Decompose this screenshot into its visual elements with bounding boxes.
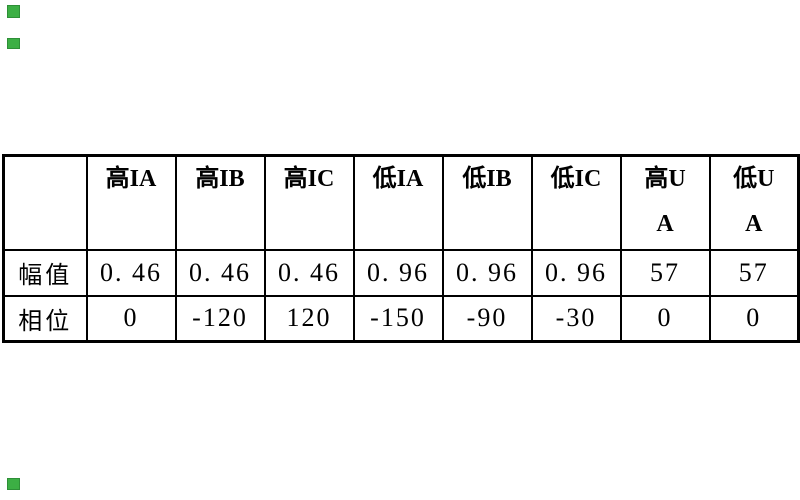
table-cell: 120 — [263, 294, 355, 343]
table-cell: 57 — [619, 248, 711, 297]
header-cell-high-ua: 高U A — [619, 154, 711, 251]
table-cell: 0 — [85, 294, 177, 343]
row-label-phase: 相位 — [2, 294, 88, 343]
table-cell: -90 — [441, 294, 533, 343]
phase-row: 相位 0 -120 120 -150 -90 -30 0 0 — [2, 294, 800, 343]
table-cell: 0. 96 — [352, 248, 444, 297]
signal-values-table: 高IA 高IB 高IC 低IA 低IB 低IC 高U A 低U A 幅值 0. … — [2, 154, 800, 343]
green-object-marker-icon — [7, 478, 20, 490]
table-cell: 0. 96 — [530, 248, 622, 297]
table-cell: 57 — [708, 248, 800, 297]
table-cell: 0. 96 — [441, 248, 533, 297]
table-cell: 0 — [708, 294, 800, 343]
table-header-row: 高IA 高IB 高IC 低IA 低IB 低IC 高U A 低U A — [2, 154, 800, 251]
header-cell-high-ib: 高IB — [174, 154, 266, 251]
table-cell: -150 — [352, 294, 444, 343]
row-label-amplitude: 幅值 — [2, 248, 88, 297]
corner-cell — [2, 154, 88, 251]
table-cell: 0. 46 — [263, 248, 355, 297]
table-cell: 0 — [619, 294, 711, 343]
table-cell: -30 — [530, 294, 622, 343]
table-cell: 0. 46 — [174, 248, 266, 297]
header-cell-low-ic: 低IC — [530, 154, 622, 251]
green-object-marker-icon — [7, 5, 20, 18]
header-cell-high-ic: 高IC — [263, 154, 355, 251]
amplitude-row: 幅值 0. 46 0. 46 0. 46 0. 96 0. 96 0. 96 5… — [2, 248, 800, 297]
table-cell: 0. 46 — [85, 248, 177, 297]
header-cell-low-ia: 低IA — [352, 154, 444, 251]
header-cell-high-ia: 高IA — [85, 154, 177, 251]
green-object-marker-icon — [7, 38, 20, 49]
table-cell: -120 — [174, 294, 266, 343]
header-cell-low-ib: 低IB — [441, 154, 533, 251]
header-cell-low-ua: 低U A — [708, 154, 800, 251]
